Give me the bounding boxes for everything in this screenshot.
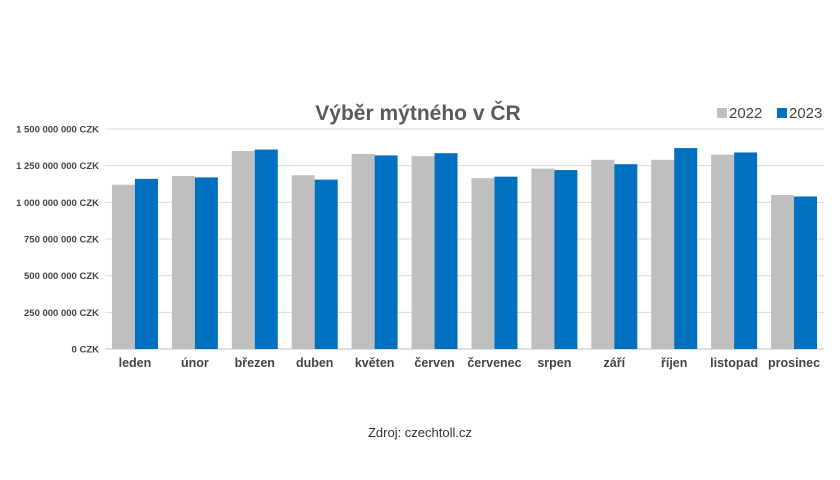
y-tick-label: 500 000 000 CZK xyxy=(24,271,99,282)
bar-2023-září xyxy=(614,164,638,349)
legend-swatch-2023 xyxy=(777,108,787,118)
legend-swatch-2022 xyxy=(717,108,727,118)
x-tick-label: květen xyxy=(355,356,395,370)
bar-2023-květen xyxy=(374,155,398,349)
bar-2022-listopad xyxy=(711,154,735,349)
source-note: Zdroj: czechtoll.cz xyxy=(367,425,473,440)
x-tick-label: leden xyxy=(119,356,152,370)
bar-2023-prosinec xyxy=(794,196,818,349)
x-tick-label: únor xyxy=(181,356,209,370)
y-tick-label: 1 250 000 000 CZK xyxy=(16,161,99,172)
legend-label-2023: 2023 xyxy=(789,105,822,122)
bar-2023-červen xyxy=(434,153,458,349)
bar-2022-červenec xyxy=(471,178,495,349)
bar-2022-duben xyxy=(291,175,315,349)
y-tick-label: 250 000 000 CZK xyxy=(24,308,99,319)
bar-2023-říjen xyxy=(674,148,698,349)
y-tick-label: 1 500 000 000 CZK xyxy=(16,125,99,136)
x-tick-label: srpen xyxy=(537,356,571,370)
y-tick-label: 0 CZK xyxy=(72,345,100,356)
bar-2022-prosinec xyxy=(771,195,795,349)
x-axis: leden únor březen duben květen červen červenec… xyxy=(119,356,821,370)
x-tick-label: březen xyxy=(235,356,275,370)
bars xyxy=(111,148,818,349)
bar-2023-listopad xyxy=(734,152,758,349)
bar-2023-červenec xyxy=(494,176,518,349)
x-tick-label: listopad xyxy=(710,356,758,370)
y-tick-label: 1 000 000 000 CZK xyxy=(16,198,99,209)
x-tick-label: září xyxy=(604,356,626,370)
x-tick-label: říjen xyxy=(661,356,687,370)
x-tick-label: prosinec xyxy=(768,356,820,370)
bar-2022-srpen xyxy=(531,168,555,349)
x-tick-label: červenec xyxy=(467,356,521,370)
y-tick-label: 750 000 000 CZK xyxy=(24,235,99,246)
legend: 2022 2023 xyxy=(717,105,822,122)
bar-2023-únor xyxy=(194,177,218,349)
bar-2022-květen xyxy=(351,153,375,349)
bar-2023-srpen xyxy=(554,170,578,349)
bar-2022-červen xyxy=(411,156,435,349)
x-tick-label: duben xyxy=(296,356,334,370)
x-tick-label: červen xyxy=(414,356,454,370)
legend-label-2022: 2022 xyxy=(729,105,762,122)
bar-2022-únor xyxy=(171,175,195,349)
gridlines xyxy=(105,128,824,350)
bar-2022-říjen xyxy=(651,159,675,349)
bar-2022-leden xyxy=(111,184,135,349)
bar-2022-březen xyxy=(231,151,255,349)
chart-title: Výběr mýtného v ČR xyxy=(315,101,520,125)
bar-2022-září xyxy=(591,159,615,349)
bar-2023-březen xyxy=(254,149,278,349)
bar-2023-duben xyxy=(314,179,338,349)
bar-2023-leden xyxy=(134,178,158,349)
y-axis: 0 CZK 250 000 000 CZK 500 000 000 CZK 750 0… xyxy=(16,125,99,356)
